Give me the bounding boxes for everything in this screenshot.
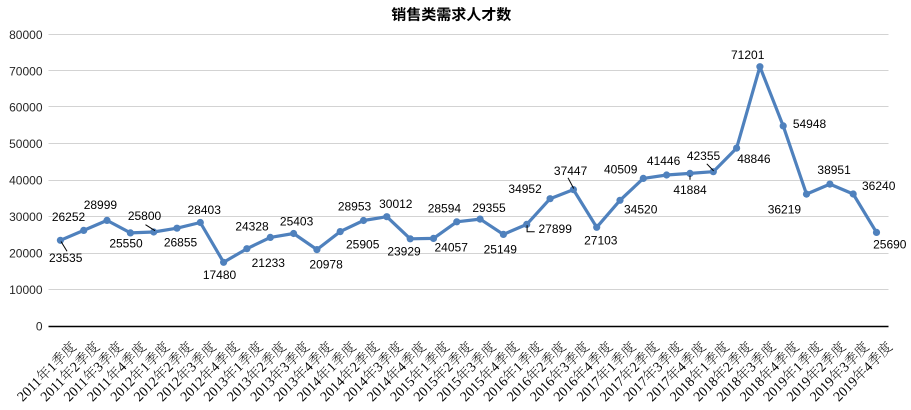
svg-text:30000: 30000	[9, 210, 43, 224]
svg-text:25905: 25905	[346, 237, 380, 251]
svg-text:71201: 71201	[731, 48, 765, 62]
svg-text:41446: 41446	[647, 154, 681, 168]
svg-text:30012: 30012	[379, 197, 413, 211]
svg-text:42355: 42355	[687, 149, 721, 163]
svg-text:25149: 25149	[484, 242, 518, 256]
svg-text:27899: 27899	[539, 222, 573, 236]
svg-text:36219: 36219	[768, 202, 802, 216]
svg-text:28999: 28999	[84, 198, 118, 212]
svg-text:0: 0	[36, 319, 43, 333]
svg-text:20000: 20000	[9, 246, 43, 260]
svg-text:70000: 70000	[9, 64, 43, 78]
svg-text:41884: 41884	[673, 183, 707, 197]
svg-text:23535: 23535	[49, 251, 83, 265]
svg-text:26855: 26855	[164, 236, 198, 250]
svg-text:80000: 80000	[9, 28, 43, 42]
svg-text:26252: 26252	[52, 210, 86, 224]
svg-text:25550: 25550	[109, 237, 143, 251]
svg-text:48846: 48846	[737, 152, 771, 166]
svg-text:23929: 23929	[387, 244, 421, 258]
svg-text:17480: 17480	[203, 268, 237, 282]
svg-text:25403: 25403	[280, 215, 314, 229]
svg-text:54948: 54948	[793, 117, 827, 131]
svg-text:20978: 20978	[309, 258, 343, 272]
svg-text:40509: 40509	[604, 163, 638, 177]
svg-text:60000: 60000	[9, 101, 43, 115]
svg-text:28403: 28403	[188, 203, 222, 217]
svg-text:37447: 37447	[554, 164, 588, 178]
svg-text:36240: 36240	[862, 179, 896, 193]
svg-text:21233: 21233	[252, 256, 286, 270]
svg-text:24057: 24057	[435, 241, 469, 255]
svg-text:40000: 40000	[9, 174, 43, 188]
svg-text:24328: 24328	[235, 219, 269, 233]
svg-text:29355: 29355	[472, 201, 506, 215]
svg-text:34952: 34952	[508, 182, 542, 196]
svg-text:10000: 10000	[9, 283, 43, 297]
svg-text:34520: 34520	[624, 203, 658, 217]
svg-text:38951: 38951	[817, 163, 851, 177]
svg-text:25800: 25800	[128, 209, 162, 223]
svg-text:50000: 50000	[9, 137, 43, 151]
svg-text:28594: 28594	[428, 202, 462, 216]
svg-text:28953: 28953	[338, 199, 372, 213]
svg-text:25690: 25690	[873, 237, 907, 251]
svg-text:27103: 27103	[584, 234, 618, 248]
